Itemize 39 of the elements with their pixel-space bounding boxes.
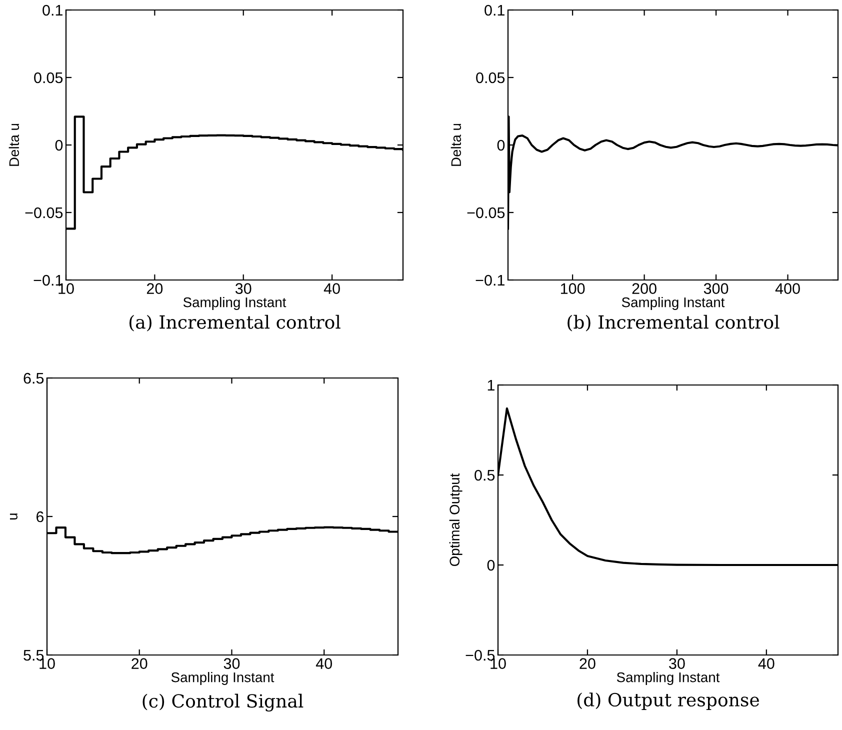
x-tick-label: 400: [775, 283, 800, 294]
y-tick-label: 1: [488, 380, 494, 391]
y-tick-label: 6: [36, 511, 44, 522]
x-tick-label: 30: [669, 658, 685, 669]
x-tick-label: 40: [316, 658, 332, 669]
y-axis-title: Delta u: [450, 124, 462, 166]
y-tick-label: 0.1: [484, 4, 504, 16]
y-axis-title: u: [10, 514, 18, 520]
text: (c) Control Signal: [142, 694, 304, 712]
y-axis-title: Delta u: [8, 124, 20, 166]
y-tick-label: 0.05: [34, 72, 63, 84]
x-tick-label: 30: [235, 283, 252, 294]
x-tick-label: 300: [704, 283, 728, 294]
x-tick-label: 20: [132, 658, 148, 669]
y-tick-label: −0.1: [476, 274, 504, 286]
x-axis-title: Sampling Instant: [171, 672, 274, 685]
text: (d) Output response: [578, 692, 760, 710]
y-tick-label: −0.05: [25, 207, 63, 218]
y-tick-label: 0.1: [42, 4, 62, 16]
x-axis-title: Sampling Instant: [183, 297, 286, 310]
x-axis-title: Sampling Instant: [616, 672, 720, 685]
y-tick-label: 0: [55, 140, 63, 151]
text: (b) Incremental control: [568, 314, 780, 332]
y-axis-title: Optimal Output: [449, 473, 462, 566]
y-tick-label: 0: [497, 140, 505, 151]
y-tick-label: 6.5: [24, 372, 44, 384]
y-tick-label: 0: [487, 560, 495, 571]
x-tick-label: 40: [758, 658, 774, 669]
x-tick-label: 200: [632, 283, 656, 294]
x-tick-label: 30: [224, 658, 240, 669]
text: (a) Incremental control: [129, 314, 340, 332]
y-tick-label: 0.05: [476, 72, 505, 84]
x-tick-label: 20: [146, 283, 163, 294]
x-axis-title: Sampling Instant: [622, 297, 725, 310]
x-tick-label: 100: [560, 283, 585, 294]
x-tick-label: 40: [324, 283, 340, 294]
x-tick-label: 20: [580, 658, 596, 669]
y-tick-label: −0.05: [467, 207, 505, 218]
y-tick-label: 0.5: [474, 470, 495, 481]
